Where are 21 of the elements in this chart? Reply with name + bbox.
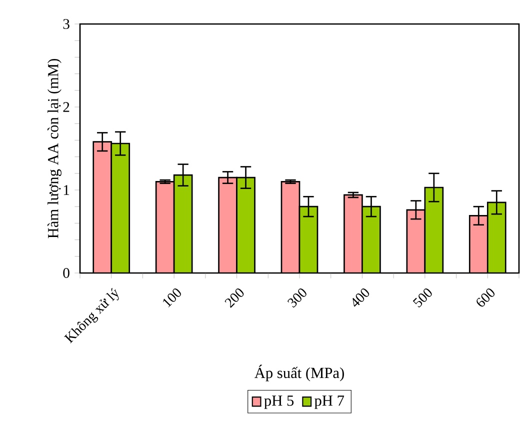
y-tick-label: 2 (63, 102, 70, 112)
bar (110, 142, 130, 273)
x-tick-label: 500 (412, 288, 432, 308)
bar (486, 202, 506, 273)
x-tick-label: 200 (224, 288, 244, 308)
legend-label: pH 7 (314, 396, 344, 409)
y-axis-title: Hàm lượng AA còn lại (mM) (48, 58, 62, 238)
bar (236, 176, 256, 273)
bar (362, 206, 381, 273)
x-tick-label: 600 (476, 288, 495, 307)
bar (173, 174, 193, 273)
y-tick-label: 3 (63, 19, 70, 29)
y-tick-label: 1 (64, 185, 70, 195)
x-axis-title: Áp suất (MPa) (254, 364, 344, 382)
x-tick-label: 300 (287, 288, 306, 308)
bar (298, 206, 318, 273)
y-tick-label: 0 (63, 268, 70, 278)
legend-label: pH 5 (264, 396, 294, 409)
bar (424, 186, 444, 273)
x-tick-label: 100 (163, 288, 181, 308)
x-tick-label: 400 (352, 288, 370, 307)
